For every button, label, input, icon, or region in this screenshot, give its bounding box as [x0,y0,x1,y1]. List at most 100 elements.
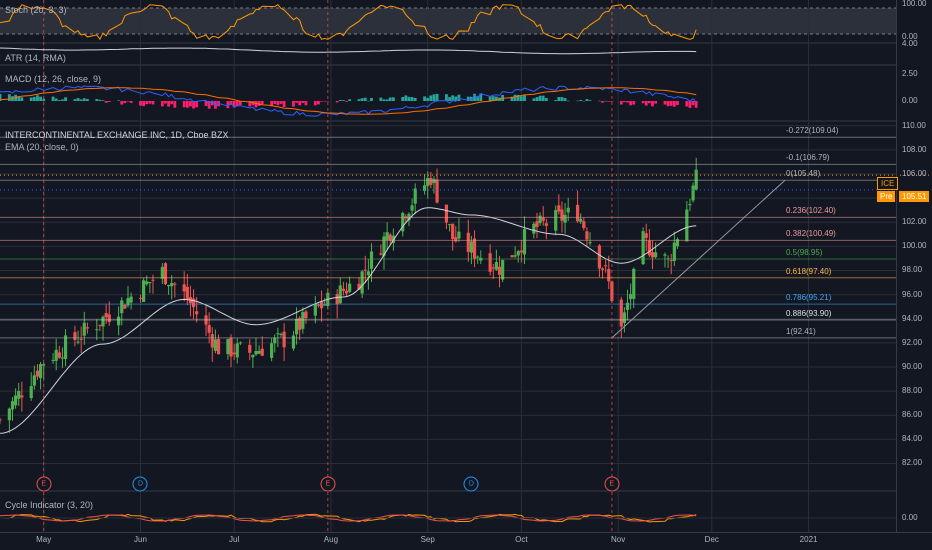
candle-body [51,359,55,361]
stoch-indicator-title[interactable]: Stoch (20, 3, 3) [5,5,67,15]
candle-body [410,205,414,211]
ema-line [0,207,697,434]
macd-histogram-bar [663,101,667,105]
macd-histogram-bar [39,96,42,101]
candle-body [270,343,274,358]
candle-body [688,204,692,206]
stoch-band [0,8,896,34]
macd-histogram-bar [366,100,370,102]
macd-histogram-bar [629,101,633,106]
earnings-marker[interactable]: E [320,476,336,492]
candle-body [348,283,352,292]
macd-histogram-bar [579,99,583,101]
macd-histogram-bar [79,99,83,101]
macd-histogram-bar [182,101,186,108]
candle-body [151,279,155,281]
candle-body [360,271,364,294]
macd-histogram-bar [126,101,130,102]
earnings-marker[interactable]: E [36,476,52,492]
earnings-marker[interactable]: E [604,476,620,492]
atr-indicator-title[interactable]: ATR (14, RMA) [5,53,66,63]
candle-body [120,300,124,314]
price-axis-label: 86.00 [902,410,923,420]
candle-body [654,252,658,258]
macd-histogram-bar [295,101,298,103]
price-axis-label: 88.00 [902,386,923,396]
candle-body [472,238,477,259]
macd-histogram-bar [432,94,436,101]
candle-body [363,269,367,271]
candle-body [17,390,21,399]
candle-body [557,205,561,212]
cycle-indicator-title[interactable]: Cycle Indicator (3, 20) [5,500,94,510]
candle-body [29,386,33,399]
candle-body [142,280,146,302]
fib-level-label: 1(92.41) [786,326,816,336]
macd-histogram-bar [139,101,142,106]
ema-indicator-title[interactable]: EMA (20, close, 0) [5,142,79,152]
macd-histogram-bar [185,101,189,108]
macd-histogram-bar [160,101,164,107]
macd-histogram-bar [164,101,167,104]
candle-body [232,352,236,355]
macd-histogram-bar [363,97,367,101]
premarket-price-tag: 105.51 [899,191,930,202]
price-axis-label: 110.00 [902,120,926,130]
candle-body [625,302,630,310]
candle-body [491,267,495,269]
candle-body [35,370,40,377]
macd-histogram-bar [370,97,373,101]
candle-body [14,395,18,406]
macd-histogram-bar [607,101,611,102]
stoch-k-line [0,4,697,41]
macd-histogram-bar [145,101,149,105]
macd-histogram-bar [210,101,214,106]
macd-histogram-bar [257,101,261,106]
candle-body [191,298,196,308]
macd-histogram-bar [123,101,127,104]
candle-body [319,301,324,309]
candle-body [691,185,695,201]
candle-body [422,185,427,191]
candle-body [213,339,218,351]
candle-body [238,342,242,344]
macd-histogram-bar [7,94,11,101]
macd-histogram-bar [338,99,342,101]
macd-histogram-bar [320,101,323,102]
candle-body [619,299,623,327]
macd-histogram-bar [404,95,408,101]
dividend-marker[interactable]: D [132,476,148,492]
macd-histogram-bar [622,101,626,103]
time-axis-label: Sep [420,535,435,544]
candle-body [282,331,286,348]
candle-body [413,188,417,204]
macd-histogram-bar [641,101,645,104]
candle-body [426,177,430,187]
macd-histogram-bar [204,101,208,106]
macd-signal-line [0,87,697,115]
macd-indicator-title[interactable]: MACD (12, 26, close, 9) [5,74,102,84]
candle-body [447,224,452,226]
macd-histogram-bar [582,101,586,102]
price-axis-label: 0.00 [902,96,918,105]
macd-histogram-bar [538,95,542,101]
macd-histogram-bar [479,93,483,101]
price-axis-label: 106.00 [902,168,927,178]
candle-body [382,236,386,256]
price-axis-label: 90.00 [902,361,923,371]
macd-histogram-bar [535,97,539,101]
candle-body [123,304,127,309]
dividend-marker[interactable]: D [463,476,479,492]
symbol-title[interactable]: INTERCONTINENTAL EXCHANGE INC, 1D, Cboe … [5,130,229,140]
macd-histogram-bar [435,93,439,101]
macd-histogram-bar [32,96,36,101]
candle-body [694,169,698,190]
macd-histogram-bar [385,99,389,101]
macd-histogram-bar [379,97,383,101]
macd-histogram-bar [148,101,152,104]
macd-histogram-bar [226,101,230,109]
candle-body [366,271,370,276]
macd-histogram-bar [360,98,364,101]
candle-body [294,318,299,335]
